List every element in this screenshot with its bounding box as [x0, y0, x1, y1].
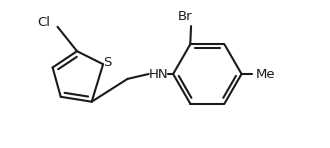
Text: HN: HN [149, 67, 168, 81]
Text: Br: Br [178, 11, 192, 24]
Text: S: S [104, 56, 112, 69]
Text: Me: Me [255, 67, 275, 81]
Text: Cl: Cl [37, 16, 50, 29]
